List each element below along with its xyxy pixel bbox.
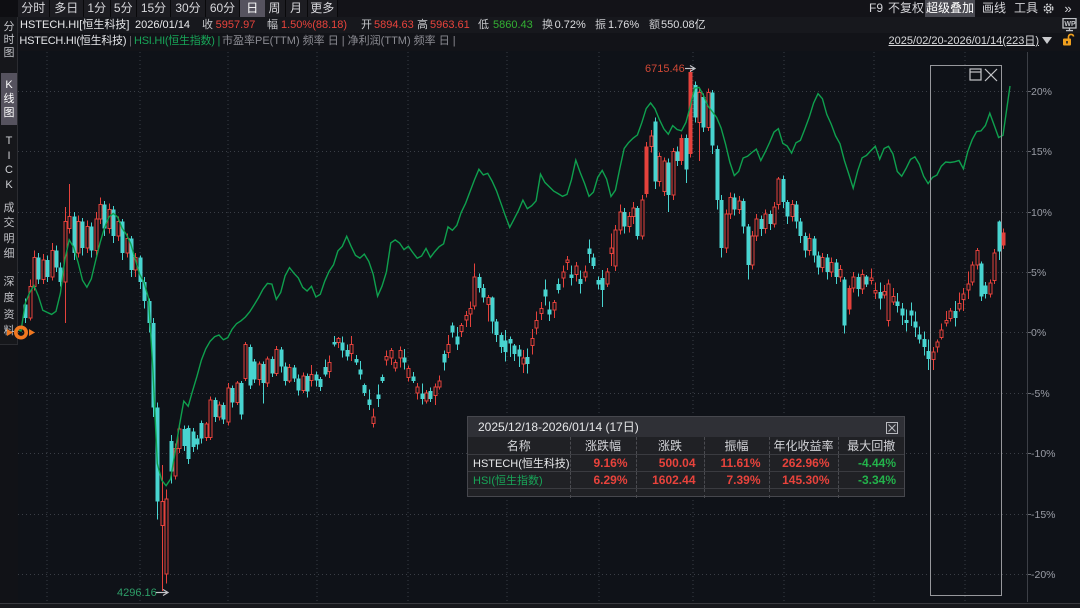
svg-text:-20%: -20% [1031,569,1056,581]
svg-text:6715.46: 6715.46 [645,63,685,75]
svg-text:10%: 10% [1031,207,1052,219]
svg-text:0%: 0% [1031,327,1046,339]
svg-text:20%: 20% [1031,86,1052,98]
svg-text:WP: WP [1064,21,1076,28]
svg-text:4296.16: 4296.16 [117,587,157,599]
svg-text:5%: 5% [1031,267,1046,279]
svg-text:-10%: -10% [1031,448,1056,460]
svg-text:-15%: -15% [1031,509,1056,521]
svg-text:15%: 15% [1031,146,1052,158]
svg-text:-5%: -5% [1031,388,1050,400]
